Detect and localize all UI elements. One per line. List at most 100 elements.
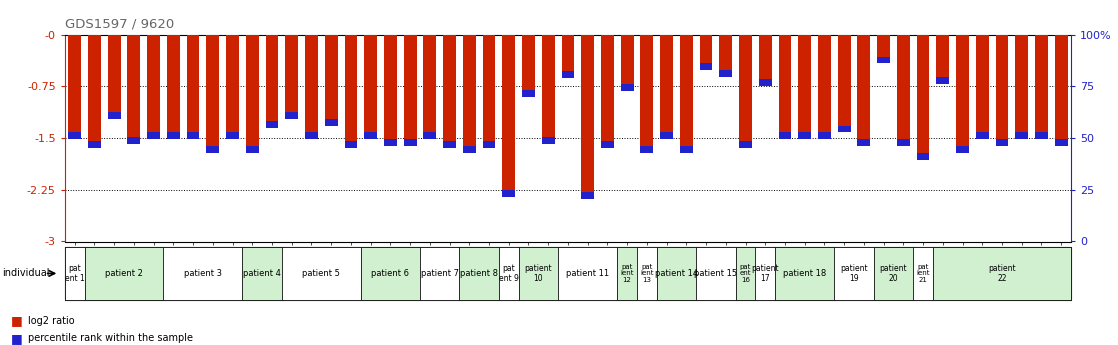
Text: patient 18: patient 18 bbox=[783, 269, 826, 278]
Bar bbox=[818, 132, 831, 139]
Bar bbox=[364, 34, 377, 139]
Bar bbox=[88, 141, 101, 148]
Bar bbox=[1015, 34, 1029, 139]
Bar bbox=[759, 79, 771, 86]
Text: patient 5: patient 5 bbox=[302, 269, 340, 278]
Bar bbox=[995, 34, 1008, 146]
Text: ■: ■ bbox=[11, 332, 23, 345]
Bar bbox=[502, 34, 515, 197]
Bar bbox=[187, 34, 199, 139]
Text: patient
10: patient 10 bbox=[524, 264, 552, 283]
Bar bbox=[404, 139, 417, 146]
FancyBboxPatch shape bbox=[656, 247, 697, 300]
Bar bbox=[522, 34, 534, 97]
Text: patient 4: patient 4 bbox=[244, 269, 281, 278]
Bar bbox=[88, 34, 101, 148]
Bar bbox=[383, 34, 397, 146]
Bar bbox=[561, 34, 575, 78]
Bar bbox=[226, 34, 239, 139]
Bar bbox=[858, 139, 870, 146]
Bar bbox=[956, 34, 969, 153]
Text: individual: individual bbox=[2, 268, 49, 278]
Bar bbox=[424, 132, 436, 139]
Bar bbox=[344, 141, 358, 148]
Bar bbox=[522, 90, 534, 97]
Bar bbox=[837, 34, 851, 132]
Bar bbox=[878, 57, 890, 63]
Bar bbox=[620, 84, 634, 91]
Bar bbox=[148, 34, 160, 139]
Bar bbox=[68, 132, 82, 139]
Text: percentile rank within the sample: percentile rank within the sample bbox=[28, 333, 193, 343]
Bar bbox=[404, 34, 417, 146]
Bar bbox=[207, 146, 219, 153]
Text: patient 7: patient 7 bbox=[420, 269, 458, 278]
Bar bbox=[917, 34, 929, 160]
Text: patient 15: patient 15 bbox=[694, 269, 738, 278]
FancyBboxPatch shape bbox=[874, 247, 913, 300]
Bar bbox=[778, 34, 792, 139]
Bar bbox=[995, 139, 1008, 146]
Text: patient 11: patient 11 bbox=[566, 269, 609, 278]
Bar bbox=[937, 77, 949, 84]
Bar bbox=[1015, 132, 1029, 139]
Bar bbox=[502, 190, 515, 197]
Bar bbox=[601, 34, 614, 148]
Bar bbox=[798, 34, 811, 139]
Bar bbox=[1054, 34, 1068, 146]
Bar bbox=[364, 132, 377, 139]
Bar bbox=[246, 34, 258, 153]
Bar bbox=[680, 34, 693, 153]
Bar bbox=[127, 137, 141, 144]
Bar bbox=[858, 34, 870, 146]
Bar bbox=[976, 132, 988, 139]
Bar bbox=[542, 137, 555, 144]
Bar bbox=[424, 34, 436, 139]
Bar bbox=[266, 121, 278, 128]
Bar bbox=[344, 34, 358, 148]
Text: patient
22: patient 22 bbox=[988, 264, 1016, 283]
Bar bbox=[1054, 139, 1068, 146]
Bar bbox=[917, 153, 929, 160]
Bar bbox=[383, 139, 397, 146]
FancyBboxPatch shape bbox=[163, 247, 243, 300]
Bar bbox=[956, 146, 969, 153]
FancyBboxPatch shape bbox=[913, 247, 932, 300]
Bar bbox=[127, 34, 141, 144]
Bar bbox=[107, 112, 121, 119]
Bar bbox=[937, 34, 949, 84]
Bar bbox=[167, 132, 180, 139]
Text: pat
ent
16: pat ent 16 bbox=[740, 264, 751, 283]
Bar bbox=[897, 139, 910, 146]
Text: log2 ratio: log2 ratio bbox=[28, 316, 75, 326]
Bar bbox=[897, 34, 910, 146]
Bar bbox=[1035, 132, 1048, 139]
FancyBboxPatch shape bbox=[697, 247, 736, 300]
Bar bbox=[305, 132, 318, 139]
Bar bbox=[266, 34, 278, 128]
FancyBboxPatch shape bbox=[558, 247, 617, 300]
FancyBboxPatch shape bbox=[282, 247, 361, 300]
Bar bbox=[324, 119, 338, 126]
Bar bbox=[1035, 34, 1048, 139]
Bar bbox=[463, 146, 475, 153]
Text: patient
17: patient 17 bbox=[751, 264, 779, 283]
Bar bbox=[837, 126, 851, 132]
FancyBboxPatch shape bbox=[85, 247, 163, 300]
Bar bbox=[483, 34, 495, 148]
Bar bbox=[285, 34, 299, 119]
Bar bbox=[700, 34, 712, 70]
Text: patient 2: patient 2 bbox=[105, 269, 143, 278]
Bar bbox=[167, 34, 180, 139]
FancyBboxPatch shape bbox=[361, 247, 420, 300]
FancyBboxPatch shape bbox=[834, 247, 874, 300]
Bar bbox=[107, 34, 121, 119]
Bar bbox=[443, 34, 456, 148]
Bar bbox=[660, 34, 673, 139]
Bar bbox=[581, 192, 594, 199]
FancyBboxPatch shape bbox=[932, 247, 1071, 300]
FancyBboxPatch shape bbox=[420, 247, 459, 300]
Text: pat
ent 1: pat ent 1 bbox=[65, 264, 85, 283]
Bar bbox=[818, 34, 831, 139]
Bar bbox=[68, 34, 82, 139]
